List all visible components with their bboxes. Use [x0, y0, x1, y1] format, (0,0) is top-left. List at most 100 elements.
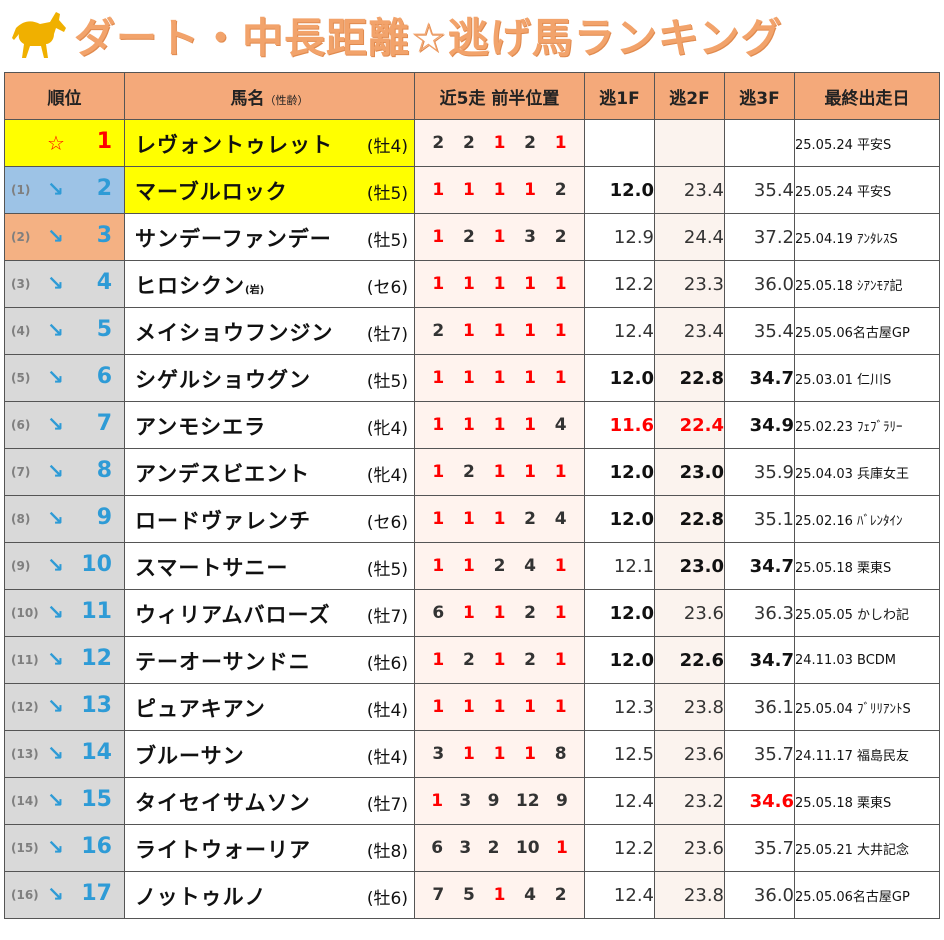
page-title: ダート・中長距離☆逃げ馬ランキング: [74, 14, 783, 62]
position-value: 5: [462, 885, 475, 905]
split-f1: 12.0: [584, 354, 655, 402]
position-value: 1: [493, 744, 506, 764]
previous-rank: (16): [11, 888, 39, 902]
horse-name-cell: ウィリアムバローズ (牡7): [124, 589, 415, 637]
split-f2: 23.0: [654, 542, 725, 590]
rank-cell: (10) ↘ 11: [4, 589, 125, 637]
rank-cell: (15) ↘ 16: [4, 824, 125, 872]
split-f2: 22.8: [654, 495, 725, 543]
rank-cell: ☆ 1: [4, 119, 125, 167]
position-value: 2: [462, 462, 475, 482]
split-f1: 12.9: [584, 213, 655, 261]
position-value: 1: [554, 603, 567, 623]
sex-age: (牡4): [366, 748, 408, 768]
split-f3: 36.0: [724, 871, 795, 919]
split-f1: 12.4: [584, 871, 655, 919]
position-value: 1: [493, 462, 506, 482]
horse-name-cell: ライトウォーリア (牡8): [124, 824, 415, 872]
rank-number: 4: [96, 270, 112, 295]
split-f3: 34.9: [724, 401, 795, 449]
header-positions: 近5走 前半位置: [414, 72, 585, 120]
previous-rank: (3): [11, 277, 31, 291]
last-race: 25.05.18 ｼｱﾝﾓｱ記: [794, 260, 940, 308]
split-f3: 37.2: [724, 213, 795, 261]
last-race: 25.05.18 栗東S: [794, 542, 940, 590]
header-name: 馬名（性齢）: [124, 72, 415, 120]
position-value: 1: [462, 368, 475, 388]
rank-cell: (13) ↘ 14: [4, 730, 125, 778]
horse-name-text: テーオーサンドニ: [135, 650, 311, 674]
rank-number: 5: [96, 317, 112, 342]
sex-age: (牡5): [366, 560, 408, 580]
position-value: 1: [432, 697, 445, 717]
position-value: 1: [493, 133, 506, 153]
split-f3: 34.6: [724, 777, 795, 825]
horse-name-text: マーブルロック: [135, 180, 288, 204]
split-f3: 35.4: [724, 166, 795, 214]
table-row: (4) ↘ 5 メイショウフンジン (牡7) 2 1 1 1 1 12.4 23.4 35.4 25.05…: [4, 307, 940, 355]
last-race: 25.05.21 大井記念: [794, 824, 940, 872]
split-f2: 23.6: [654, 589, 725, 637]
position-value: 7: [432, 885, 445, 905]
horse-name-cell: マーブルロック (牡5): [124, 166, 415, 214]
rank-number: 12: [81, 646, 112, 671]
split-f3: 35.4: [724, 307, 795, 355]
split-f1: 12.5: [584, 730, 655, 778]
horse-name: タイセイサムソン: [135, 787, 311, 817]
table-row: (11) ↘ 12 テーオーサンドニ (牡6) 1 2 1 2 1 12.0 22.6 34.7 24.1…: [4, 636, 940, 684]
position-value: 1: [462, 697, 475, 717]
table-row: (5) ↘ 6 シゲルショウグン (牡5) 1 1 1 1 1 12.0 22.8 34.7 25.03.…: [4, 354, 940, 402]
split-f1: 12.2: [584, 260, 655, 308]
position-value: 2: [462, 227, 475, 247]
sex-age: (牡7): [366, 795, 408, 815]
position-value: 1: [554, 274, 567, 294]
last-race: 25.04.03 兵庫女王: [794, 448, 940, 496]
rank-cell: (2) ↘ 3: [4, 213, 125, 261]
previous-rank: (11): [11, 653, 39, 667]
split-f1: 12.4: [584, 777, 655, 825]
horse-name: スマートサニー: [135, 552, 288, 582]
horse-name: ロードヴァレンチ: [135, 505, 311, 535]
position-value: 1: [432, 180, 445, 200]
header-name-sub: （性齢）: [264, 93, 309, 107]
horse-name-cell: タイセイサムソン (牡7): [124, 777, 415, 825]
split-f1: 12.4: [584, 307, 655, 355]
horse-name-text: ピュアキアン: [135, 697, 266, 721]
position-value: 1: [462, 180, 475, 200]
rank-cell: (12) ↘ 13: [4, 683, 125, 731]
sex-age: (牡7): [366, 607, 408, 627]
previous-rank: (12): [11, 700, 39, 714]
rank-number: 13: [81, 693, 112, 718]
table-row: (9) ↘ 10 スマートサニー (牡5) 1 1 2 4 1 12.1 23.0 34.7 25.05.…: [4, 542, 940, 590]
horse-name: ノットゥルノ: [135, 881, 267, 911]
position-value: 1: [524, 321, 536, 341]
position-value: 2: [493, 556, 506, 576]
split-f2: 23.8: [654, 871, 725, 919]
split-f2: 23.4: [654, 166, 725, 214]
position-value: 1: [432, 650, 445, 670]
previous-rank: (2): [11, 230, 31, 244]
rank-cell: (4) ↘ 5: [4, 307, 125, 355]
position-value: 1: [554, 321, 567, 341]
position-value: 1: [462, 274, 475, 294]
position-value: 2: [524, 650, 536, 670]
split-f2: [654, 119, 725, 167]
sex-age: (牡4): [366, 701, 408, 721]
position-value: 1: [524, 744, 536, 764]
horse-name-note: (岩): [245, 285, 265, 296]
split-f2: 23.2: [654, 777, 725, 825]
split-f2: 23.6: [654, 730, 725, 778]
horse-name-cell: テーオーサンドニ (牡6): [124, 636, 415, 684]
table-row: (8) ↘ 9 ロードヴァレンチ (セ6) 1 1 1 2 4 12.0 22.8 35.1 25.02.…: [4, 495, 940, 543]
rank-number: 9: [96, 505, 112, 530]
last-race: 25.05.24 平安S: [794, 166, 940, 214]
split-f2: 23.6: [654, 824, 725, 872]
position-value: 1: [462, 415, 475, 435]
position-value: 10: [515, 838, 540, 858]
position-value: 1: [432, 462, 445, 482]
position-value: 1: [524, 415, 536, 435]
position-value: 12: [515, 791, 540, 811]
position-value: 1: [432, 274, 445, 294]
